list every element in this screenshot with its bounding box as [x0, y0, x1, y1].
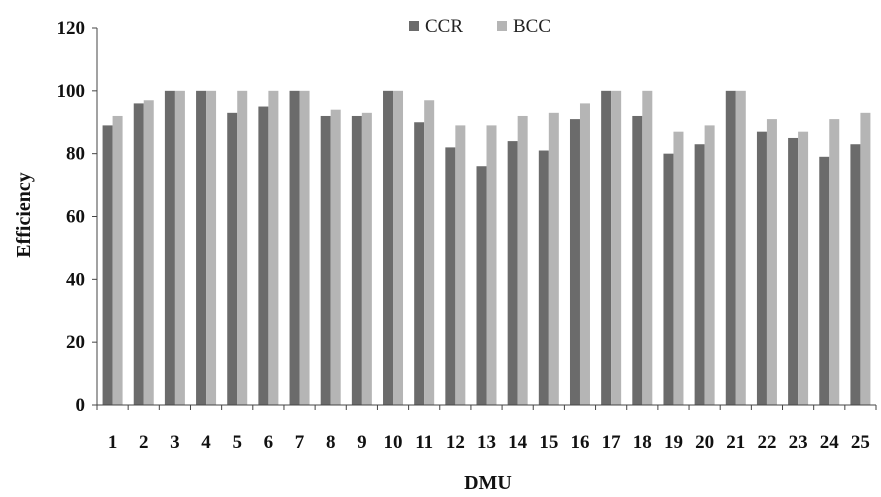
bar-ccr-dmu-8 [320, 115, 331, 405]
bar-ccr-dmu-20 [694, 144, 705, 405]
bar-bcc-dmu-11 [424, 100, 435, 405]
bar-ccr-dmu-12 [445, 147, 456, 405]
x-tick-label: 25 [851, 432, 870, 453]
y-axis-title: Efficiency [13, 172, 35, 258]
bar-ccr-dmu-24 [819, 156, 830, 405]
x-tick-label: 6 [264, 432, 274, 453]
bar-ccr-dmu-7 [289, 90, 300, 405]
x-tick-label: 20 [695, 432, 714, 453]
legend-label-bcc: BCC [513, 16, 551, 37]
bar-ccr-dmu-22 [756, 131, 767, 406]
bar-ccr-dmu-18 [632, 115, 643, 405]
bar-bcc-dmu-14 [517, 115, 528, 405]
bar-ccr-dmu-4 [196, 90, 207, 405]
bar-ccr-dmu-17 [601, 90, 612, 405]
x-tick-label: 23 [789, 432, 808, 453]
bar-bcc-dmu-25 [860, 112, 871, 405]
bar-ccr-dmu-13 [476, 166, 487, 405]
bar-bcc-dmu-12 [455, 125, 466, 406]
bar-bcc-dmu-22 [766, 119, 777, 405]
bar-ccr-dmu-23 [788, 137, 799, 406]
x-tick-label: 15 [539, 432, 558, 453]
y-tick-label: 20 [66, 332, 85, 353]
bar-ccr-dmu-9 [351, 115, 362, 405]
x-tick-label: 7 [295, 432, 305, 453]
bar-bcc-dmu-6 [268, 90, 279, 405]
x-tick-label: 9 [357, 432, 367, 453]
y-tick-label: 60 [66, 207, 85, 228]
bar-bcc-dmu-10 [393, 90, 404, 405]
bar-ccr-dmu-14 [507, 141, 518, 405]
y-tick-label: 120 [57, 18, 86, 39]
x-tick-label: 2 [139, 432, 149, 453]
bar-ccr-dmu-1 [102, 125, 113, 406]
bar-bcc-dmu-7 [299, 90, 310, 405]
x-tick-label: 17 [602, 432, 622, 453]
x-tick-label: 21 [726, 432, 745, 453]
bar-bcc-dmu-2 [143, 100, 154, 405]
x-tick-label: 18 [633, 432, 652, 453]
bar-bcc-dmu-17 [611, 90, 622, 405]
x-tick-label: 8 [326, 432, 336, 453]
bar-ccr-dmu-19 [663, 153, 674, 405]
bar-bcc-dmu-15 [548, 112, 559, 405]
x-tick-label: 5 [232, 432, 242, 453]
x-tick-label: 11 [415, 432, 433, 453]
x-tick-label: 19 [664, 432, 683, 453]
x-tick-label: 10 [384, 432, 403, 453]
bar-ccr-dmu-10 [383, 90, 394, 405]
bar-bcc-dmu-19 [673, 131, 684, 406]
bar-ccr-dmu-16 [569, 119, 580, 405]
x-tick-label: 14 [508, 432, 528, 453]
legend: CCR BCC [409, 16, 551, 37]
x-tick-label: 3 [170, 432, 180, 453]
bar-ccr-dmu-2 [133, 103, 144, 406]
y-tick-label: 0 [76, 395, 86, 416]
bar-bcc-dmu-23 [798, 131, 809, 406]
y-tick-label: 100 [57, 81, 86, 102]
x-tick-label: 13 [477, 432, 496, 453]
bar-bcc-dmu-3 [174, 90, 185, 405]
bar-bcc-dmu-8 [330, 109, 341, 405]
bars [102, 90, 871, 406]
bar-ccr-dmu-25 [850, 144, 861, 405]
x-tick-label: 24 [820, 432, 840, 453]
x-tick-label: 16 [570, 432, 589, 453]
bar-ccr-dmu-3 [164, 90, 175, 405]
x-tick-label: 4 [201, 432, 211, 453]
bar-ccr-dmu-5 [227, 112, 238, 405]
y-tick-label: 80 [66, 144, 85, 165]
legend-label-ccr: CCR [425, 16, 463, 37]
legend-swatch-ccr [409, 21, 419, 31]
bar-ccr-dmu-11 [414, 122, 425, 405]
x-axis: 1 2 3 4 5 6 7 8 9 10 11 12 13 14 15 16 17 18 19 20 21 22 23 24 2… [96, 404, 877, 453]
x-tick-label: 22 [757, 432, 776, 453]
y-axis: 0 20 40 60 80 100 120 [57, 18, 98, 416]
bar-bcc-dmu-9 [361, 112, 372, 405]
bar-bcc-dmu-24 [829, 119, 840, 405]
bar-bcc-dmu-1 [112, 115, 123, 405]
bar-bcc-dmu-13 [486, 125, 497, 406]
x-axis-title: DMU [464, 472, 512, 494]
y-tick-label: 40 [66, 269, 85, 290]
bar-bcc-dmu-18 [642, 90, 653, 405]
bar-bcc-dmu-21 [735, 90, 746, 405]
bar-bcc-dmu-16 [579, 103, 590, 406]
bar-bcc-dmu-4 [206, 90, 217, 405]
bar-ccr-dmu-6 [258, 106, 269, 406]
x-tick-label: 1 [108, 432, 118, 453]
bar-ccr-dmu-15 [538, 150, 549, 405]
bar-bcc-dmu-5 [237, 90, 248, 405]
bar-bcc-dmu-20 [704, 125, 715, 406]
x-tick-label: 12 [446, 432, 465, 453]
legend-swatch-bcc [497, 21, 507, 31]
bar-ccr-dmu-21 [725, 90, 736, 405]
